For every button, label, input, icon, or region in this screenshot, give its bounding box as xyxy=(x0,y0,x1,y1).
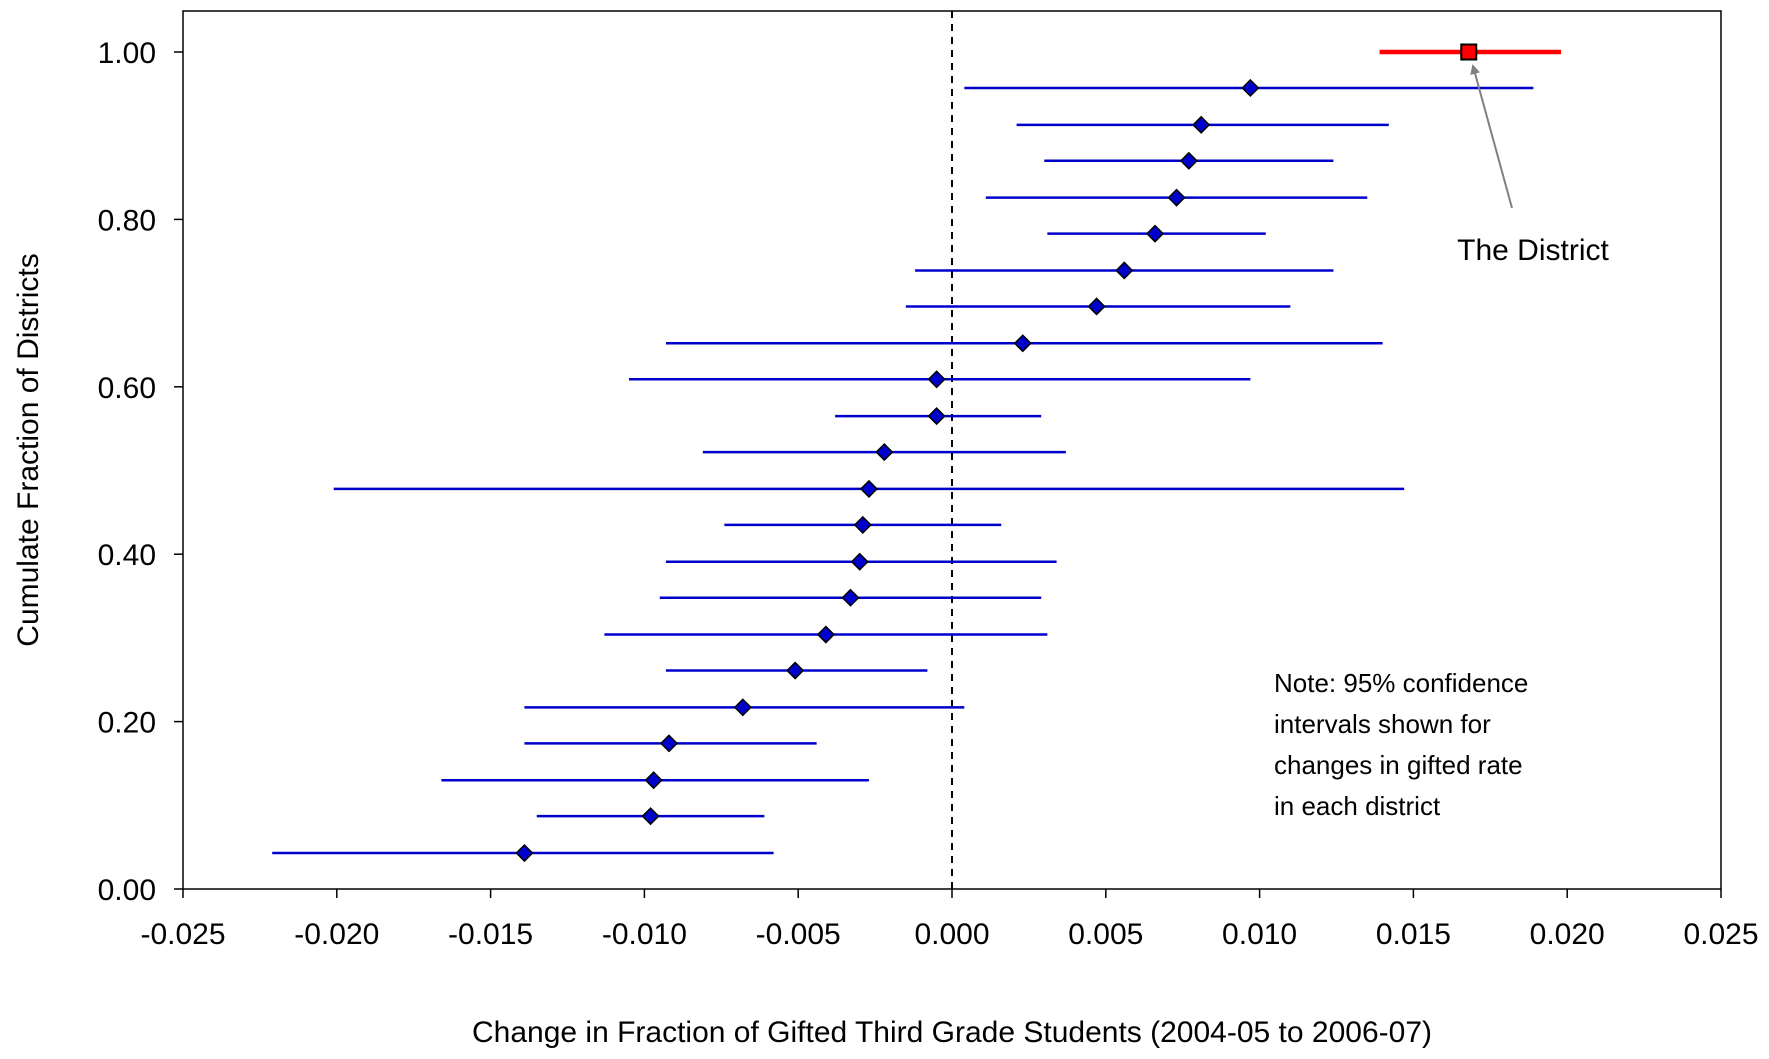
x-tick-label: -0.020 xyxy=(294,918,379,951)
district-annotation-label: The District xyxy=(1457,234,1609,267)
district-point xyxy=(859,479,879,498)
district-point xyxy=(816,625,835,644)
district-point xyxy=(644,771,663,790)
note-line: changes in gifted rate xyxy=(1274,750,1523,780)
x-tick-label: 0.015 xyxy=(1376,918,1451,951)
y-tick-label: 0.60 xyxy=(98,372,156,405)
note-annotation: Note: 95% confidence intervals shown for… xyxy=(1274,668,1528,821)
note-line: in each district xyxy=(1274,791,1441,821)
district-point xyxy=(1115,261,1134,280)
y-tick-label: 0.80 xyxy=(98,204,156,237)
x-axis-title: Change in Fraction of Gifted Third Grade… xyxy=(472,1016,1432,1049)
district-point xyxy=(1013,334,1032,353)
district-point xyxy=(659,734,679,753)
district-point xyxy=(1192,115,1211,134)
district-point xyxy=(1145,224,1165,243)
district-point xyxy=(850,552,869,571)
district-point xyxy=(1087,297,1106,316)
district-point xyxy=(1179,151,1198,170)
note-line: intervals shown for xyxy=(1274,709,1491,739)
district-point xyxy=(927,407,946,426)
district-point xyxy=(853,515,872,534)
district-point xyxy=(786,661,805,680)
axes: -0.025 -0.020 -0.015 -0.010 -0.005 0.000 0.005… xyxy=(98,37,1759,951)
y-tick-label: 0.40 xyxy=(98,539,156,572)
district-point xyxy=(515,843,534,863)
y-tick-label: 0.00 xyxy=(98,874,156,907)
x-tick-label: -0.015 xyxy=(448,918,533,951)
chart-marks xyxy=(272,11,1562,889)
district-point xyxy=(841,588,860,607)
note-line: Note: 95% confidence xyxy=(1274,668,1528,698)
x-tick-label: -0.005 xyxy=(756,918,841,951)
x-tick-label: 0.025 xyxy=(1683,918,1758,951)
district-point xyxy=(641,807,660,826)
x-tick-label: -0.025 xyxy=(140,918,225,951)
x-tick-label: 0.005 xyxy=(1068,918,1143,951)
district-point xyxy=(1167,188,1186,207)
y-tick-label: 1.00 xyxy=(98,37,156,70)
y-tick-label: 0.20 xyxy=(98,707,156,740)
district-point xyxy=(1241,78,1260,98)
district-point xyxy=(875,443,894,462)
district-point xyxy=(733,698,752,717)
y-axis-title: Cumulate Fraction of Districts xyxy=(12,253,45,646)
x-tick-label: -0.010 xyxy=(602,918,687,951)
district-annotation-arrow xyxy=(1470,64,1513,209)
x-tick-label: 0.000 xyxy=(914,918,989,951)
district-point xyxy=(927,370,946,389)
highlight-district-point xyxy=(1460,43,1478,61)
x-tick-label: 0.010 xyxy=(1222,918,1297,951)
x-tick-label: 0.020 xyxy=(1530,918,1605,951)
